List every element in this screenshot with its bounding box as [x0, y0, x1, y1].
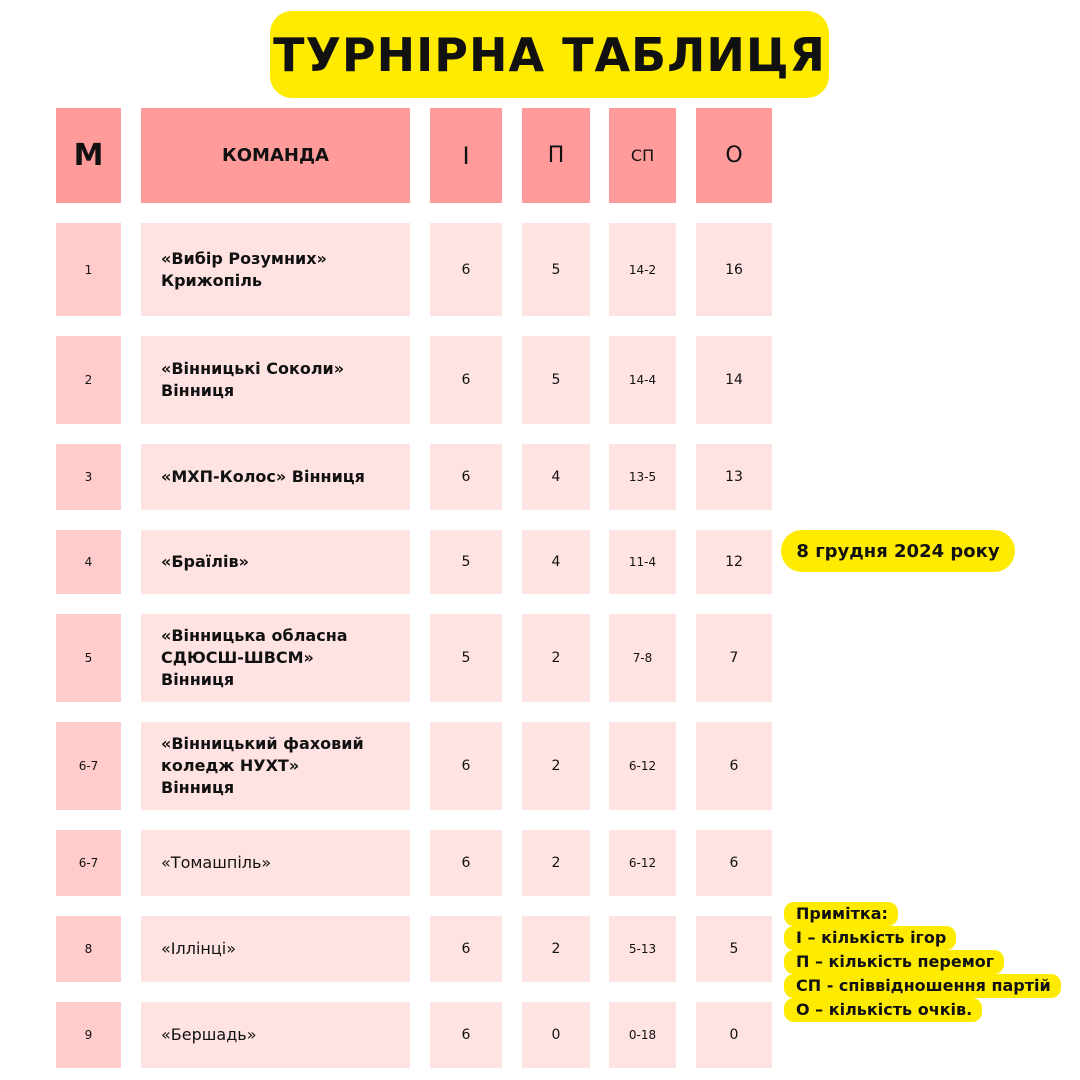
cell-i: 5 [430, 530, 502, 594]
date-badge: 8 грудня 2024 року [781, 530, 1015, 572]
cell-p: 4 [522, 530, 590, 594]
header-team: КОМАНДА [141, 108, 410, 203]
cell-sp: 14-4 [609, 336, 676, 424]
cell-p: 2 [522, 830, 590, 896]
cell-p: 2 [522, 916, 590, 982]
cell-m: 1 [56, 223, 121, 316]
cell-team: «МХП-Колос» Вінниця [141, 444, 410, 510]
cell-team: «Іллінці» [141, 916, 410, 982]
cell-o: 0 [696, 1002, 772, 1068]
note-line: О – кількість очків. [784, 998, 983, 1022]
cell-m: 2 [56, 336, 121, 424]
header-m: М [56, 108, 121, 203]
header-p: П [522, 108, 590, 203]
page-title: ТУРНІРНА ТАБЛИЦЯ [270, 11, 829, 98]
cell-i: 6 [430, 916, 502, 982]
cell-team: «Бершадь» [141, 1002, 410, 1068]
cell-m: 8 [56, 916, 121, 982]
note-title: Примітка: [784, 902, 898, 926]
cell-i: 6 [430, 1002, 502, 1068]
cell-team: «Вінницькі Соколи» Вінниця [141, 336, 410, 424]
cell-m: 6-7 [56, 722, 121, 810]
cell-i: 6 [430, 722, 502, 810]
cell-o: 16 [696, 223, 772, 316]
header-sp: СП [609, 108, 676, 203]
cell-o: 14 [696, 336, 772, 424]
cell-sp: 6-12 [609, 722, 676, 810]
note-line: СП - співвідношення партій [784, 974, 1061, 998]
note-line: П – кількість перемог [784, 950, 1005, 974]
cell-sp: 0-18 [609, 1002, 676, 1068]
cell-m: 3 [56, 444, 121, 510]
cell-m: 5 [56, 614, 121, 702]
legend-note: Примітка: І – кількість ігор П – кількіс… [784, 902, 1061, 1022]
cell-p: 2 [522, 614, 590, 702]
cell-team: «Браїлів» [141, 530, 410, 594]
cell-m: 9 [56, 1002, 121, 1068]
cell-sp: 5-13 [609, 916, 676, 982]
cell-o: 5 [696, 916, 772, 982]
cell-o: 6 [696, 722, 772, 810]
cell-o: 7 [696, 614, 772, 702]
cell-o: 12 [696, 530, 772, 594]
cell-m: 4 [56, 530, 121, 594]
header-o: О [696, 108, 772, 203]
cell-i: 5 [430, 614, 502, 702]
cell-team: «Вибір Розумних» Крижопіль [141, 223, 410, 316]
cell-p: 4 [522, 444, 590, 510]
cell-p: 5 [522, 223, 590, 316]
cell-p: 0 [522, 1002, 590, 1068]
cell-sp: 14-2 [609, 223, 676, 316]
cell-sp: 7-8 [609, 614, 676, 702]
cell-o: 13 [696, 444, 772, 510]
note-line: І – кількість ігор [784, 926, 957, 950]
cell-o: 6 [696, 830, 772, 896]
cell-team: «Вінницька обласна СДЮСШ-ШВСМ» Вінниця [141, 614, 410, 702]
cell-i: 6 [430, 223, 502, 316]
cell-team: «Вінницький фаховий коледж НУХТ» Вінниця [141, 722, 410, 810]
cell-m: 6-7 [56, 830, 121, 896]
cell-sp: 6-12 [609, 830, 676, 896]
cell-sp: 13-5 [609, 444, 676, 510]
cell-i: 6 [430, 336, 502, 424]
cell-sp: 11-4 [609, 530, 676, 594]
cell-team: «Томашпіль» [141, 830, 410, 896]
cell-p: 5 [522, 336, 590, 424]
header-i: І [430, 108, 502, 203]
cell-p: 2 [522, 722, 590, 810]
cell-i: 6 [430, 444, 502, 510]
cell-i: 6 [430, 830, 502, 896]
